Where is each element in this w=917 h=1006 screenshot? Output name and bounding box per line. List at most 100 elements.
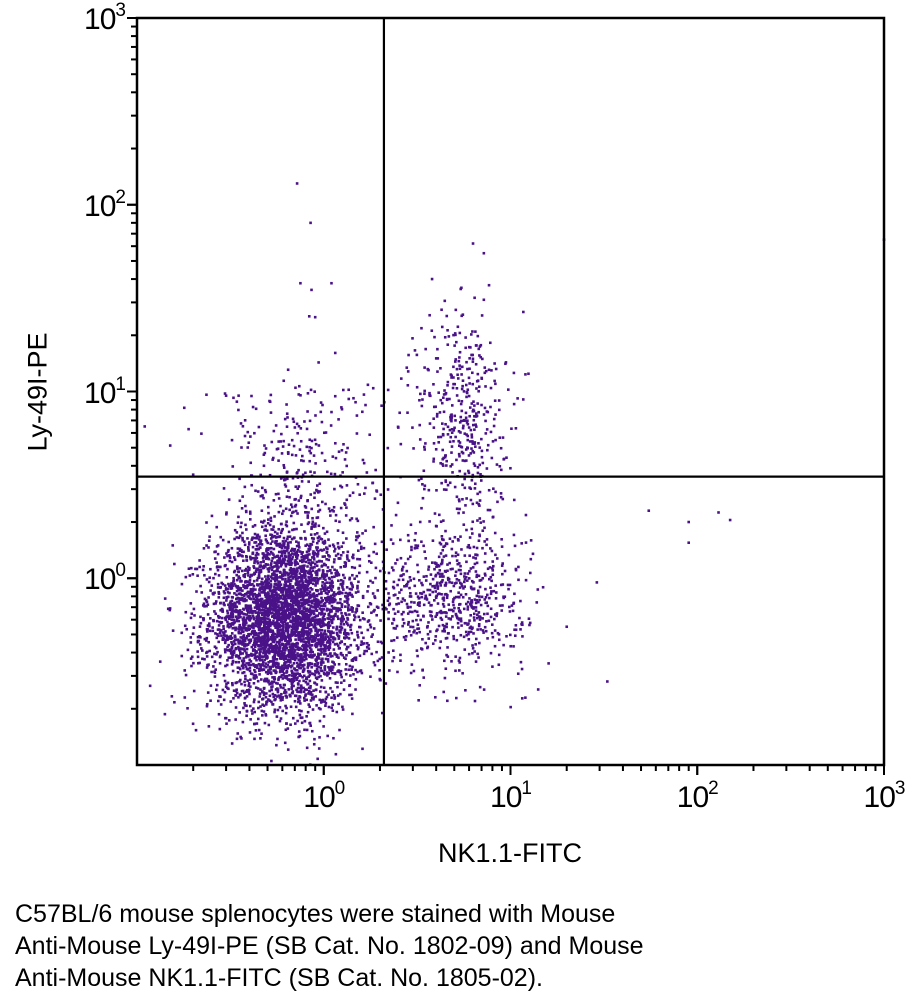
data-point: [283, 654, 287, 658]
data-point: [450, 608, 454, 612]
data-point: [244, 523, 247, 527]
data-point: [452, 634, 455, 638]
data-point: [335, 569, 338, 572]
data-point: [171, 544, 175, 547]
data-point: [250, 589, 254, 593]
data-point: [300, 598, 304, 602]
data-point: [413, 601, 416, 604]
data-point: [424, 594, 427, 598]
data-point: [455, 581, 458, 585]
data-point: [330, 621, 334, 625]
data-point: [249, 632, 253, 636]
data-point: [310, 643, 314, 647]
data-point: [209, 617, 212, 620]
data-point: [296, 654, 300, 658]
data-point: [248, 581, 251, 585]
data-point: [302, 674, 306, 678]
data-point: [221, 610, 225, 613]
data-point: [287, 688, 291, 691]
data-point: [385, 607, 388, 611]
data-point: [478, 517, 482, 520]
data-point: [276, 620, 279, 624]
data-point: [192, 689, 196, 693]
data-point: [296, 604, 300, 607]
data-point: [247, 541, 251, 544]
data-point: [219, 631, 222, 634]
data-point: [291, 633, 295, 636]
data-point: [264, 524, 268, 528]
data-point: [434, 590, 438, 593]
data-point: [275, 662, 278, 665]
data-point: [216, 544, 220, 547]
data-point: [281, 621, 284, 625]
data-point: [234, 626, 238, 630]
data-point: [276, 605, 280, 609]
data-point: [457, 591, 460, 594]
data-point: [309, 576, 313, 579]
data-point: [297, 637, 300, 640]
data-point: [430, 615, 434, 618]
data-point: [442, 627, 446, 631]
data-point: [512, 645, 515, 648]
data-point: [258, 588, 261, 592]
data-point: [300, 602, 303, 605]
data-point: [307, 561, 311, 565]
data-point: [263, 585, 266, 589]
data-point: [283, 586, 286, 589]
data-point: [454, 669, 457, 673]
data-point: [253, 557, 256, 560]
data-point: [270, 611, 274, 615]
data-point: [343, 576, 346, 580]
data-point: [282, 611, 286, 615]
data-point: [268, 638, 271, 641]
data-point: [306, 637, 310, 641]
data-point: [287, 576, 290, 580]
data-point: [366, 605, 370, 609]
data-point: [409, 605, 412, 609]
data-point: [259, 663, 262, 667]
data-point: [289, 549, 293, 553]
data-point: [520, 621, 524, 624]
data-point: [247, 549, 250, 552]
data-point: [349, 643, 353, 647]
data-point: [288, 584, 292, 588]
data-point: [230, 560, 234, 564]
data-point: [310, 588, 314, 591]
data-point: [387, 611, 390, 614]
data-point: [298, 591, 302, 595]
data-point: [433, 567, 436, 571]
data-point: [215, 561, 218, 564]
data-point: [356, 590, 360, 593]
data-point: [288, 568, 292, 572]
data-point: [240, 627, 244, 631]
data-point: [345, 613, 348, 617]
data-point: [469, 586, 473, 590]
data-point: [342, 679, 346, 682]
data-point: [416, 570, 420, 574]
data-point: [324, 578, 327, 582]
data-point: [402, 573, 405, 576]
data-point: [287, 586, 291, 589]
data-point: [304, 693, 307, 696]
data-point: [211, 629, 215, 633]
data-point: [445, 625, 448, 629]
data-point: [205, 628, 209, 631]
data-point: [237, 575, 241, 578]
data-point: [299, 639, 303, 643]
data-point: [380, 656, 384, 659]
data-point: [339, 553, 343, 557]
data-point: [262, 611, 265, 615]
data-point: [362, 636, 365, 640]
data-point: [204, 599, 208, 602]
data-point: [265, 553, 269, 557]
data-point: [301, 670, 305, 674]
data-point: [264, 562, 268, 566]
data-point: [387, 617, 390, 621]
data-point: [435, 584, 439, 587]
data-point: [222, 632, 226, 636]
data-point: [289, 705, 293, 709]
data-point: [274, 540, 277, 543]
data-point: [467, 622, 470, 625]
data-point: [290, 674, 294, 677]
data-point: [322, 608, 326, 611]
